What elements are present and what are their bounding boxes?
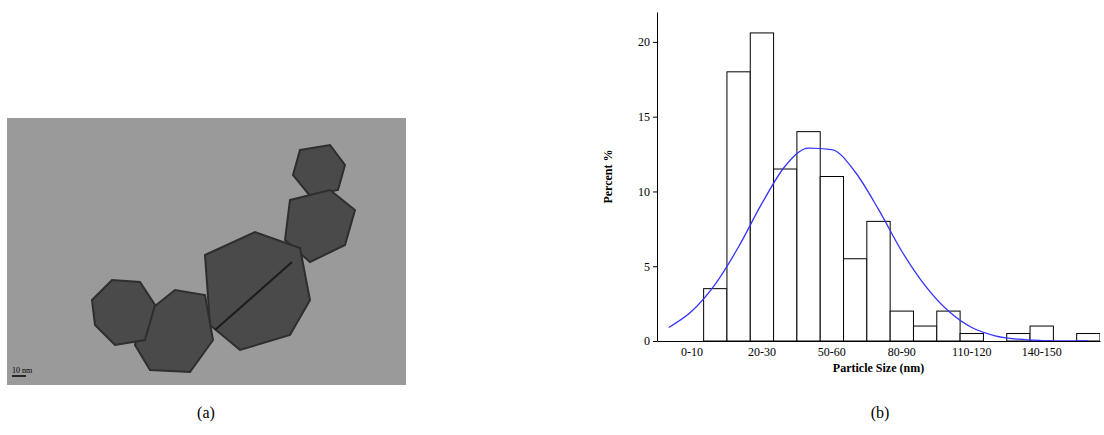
- y-tick: 5: [644, 260, 657, 274]
- y-tick-mark: [653, 266, 657, 267]
- bar: [844, 259, 867, 341]
- x-tick: 20-30: [748, 341, 776, 359]
- y-tick: 20: [638, 35, 657, 49]
- x-tick-label: 0-10: [681, 345, 703, 359]
- bar: [960, 334, 983, 341]
- bar: [797, 132, 820, 341]
- micrograph: 10 nm: [7, 118, 406, 385]
- x-tick-label: 20-30: [748, 345, 776, 359]
- bar: [750, 33, 773, 341]
- bar: [937, 311, 960, 341]
- bar: [680, 341, 703, 342]
- bar: [890, 311, 913, 341]
- y-axis-title: Percent %: [601, 149, 615, 203]
- particle-crack: [215, 262, 292, 330]
- bar: [913, 326, 936, 341]
- scale-bar-label: 10 nm: [12, 366, 33, 375]
- y-tick-mark: [653, 341, 657, 342]
- x-axis-line: [658, 341, 1101, 342]
- bar: [983, 341, 1006, 342]
- x-tick: 140-150: [1022, 341, 1062, 359]
- bar: [1077, 334, 1100, 341]
- y-tick-mark: [653, 117, 657, 118]
- x-tick-label: 80-90: [888, 345, 916, 359]
- y-tick-label: 15: [638, 110, 650, 124]
- x-tick-label: 110-120: [952, 345, 992, 359]
- panel-label: (a): [197, 404, 215, 422]
- x-tick: 110-120: [952, 341, 992, 359]
- y-axis: 0 5 10 15 20: [638, 13, 658, 349]
- figure: 10 nm (a) 0 5 10 15 20 0-10 20-30 50-60 80-90 110-1…: [0, 0, 1104, 435]
- y-axis-line: [657, 13, 658, 342]
- fit-curve: [669, 148, 1089, 341]
- y-tick-label: 10: [638, 185, 650, 199]
- bar: [867, 221, 890, 341]
- y-tick-label: 0: [644, 334, 650, 348]
- particle: [293, 145, 345, 196]
- particle: [205, 232, 310, 350]
- x-axis-title: Particle Size (nm): [833, 361, 924, 375]
- micrograph-background: [7, 118, 406, 385]
- bar: [657, 341, 680, 342]
- bar: [704, 289, 727, 341]
- x-tick: 0-10: [681, 341, 703, 359]
- y-tick: 0: [644, 334, 657, 348]
- y-tick: 10: [638, 185, 657, 199]
- y-tick-mark: [653, 191, 657, 192]
- scale-bar: [12, 375, 26, 377]
- bar: [774, 169, 797, 341]
- x-tick-label: 50-60: [818, 345, 846, 359]
- bar: [820, 177, 843, 342]
- x-tick: 50-60: [818, 341, 846, 359]
- plot-area: [669, 33, 1100, 341]
- y-tick: 15: [638, 110, 657, 124]
- bar: [727, 72, 750, 341]
- y-tick-mark: [653, 42, 657, 43]
- y-tick-label: 20: [638, 35, 650, 49]
- particle: [92, 280, 155, 345]
- y-tick-label: 5: [644, 260, 650, 274]
- bar: [1030, 326, 1053, 341]
- x-axis: 0-10 20-30 50-60 80-90 110-120 140-150: [658, 341, 1101, 359]
- panel-label: (b): [871, 404, 890, 422]
- x-tick-label: 140-150: [1022, 345, 1062, 359]
- x-tick: 80-90: [888, 341, 916, 359]
